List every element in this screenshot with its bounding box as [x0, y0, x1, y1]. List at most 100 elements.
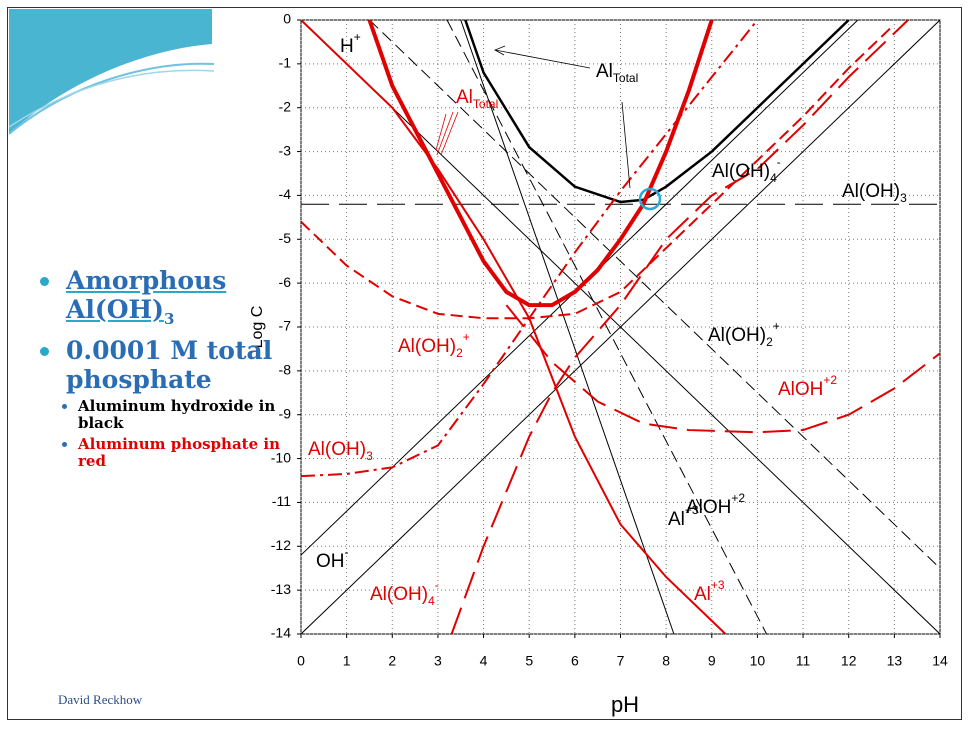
y-tick-label: -2: [279, 98, 292, 114]
annotation-sup: +2: [731, 491, 745, 505]
annotation: Al(OH)4-: [712, 155, 781, 185]
curve: [301, 23, 896, 320]
x-tick-label: 6: [571, 653, 579, 669]
annotation: Al(OH)3: [308, 439, 373, 463]
x-tick-label: 1: [343, 653, 351, 669]
annotation-sub: 3: [900, 191, 907, 205]
annotation: AlTotal: [596, 61, 638, 85]
bullet-list: Amorphous Al(OH)3 0.0001 M total phospha…: [30, 266, 290, 470]
y-tick-label: -9: [279, 405, 292, 421]
y-tick-label: -1: [279, 55, 292, 71]
annotation-sub: 2: [456, 346, 463, 360]
annotation: Al+3: [694, 578, 725, 605]
y-tick-label: 0: [283, 11, 291, 27]
y-tick-label: -8: [279, 362, 292, 378]
annotation-sub: 3: [366, 449, 373, 463]
annotation-sup: +3: [685, 503, 699, 517]
y-tick-label: -11: [272, 493, 291, 509]
x-tick-label: 8: [662, 653, 670, 669]
pointers: [435, 111, 459, 156]
y-axis-label: Log C: [249, 306, 266, 349]
annotation-sup: +3: [711, 578, 725, 592]
annotation: H+: [340, 30, 361, 57]
curve: [450, 20, 909, 634]
sub-bullet: Aluminum phosphate in red: [30, 436, 290, 470]
x-tick-label: 11: [796, 653, 811, 669]
y-tick-label: -10: [271, 449, 291, 465]
annotation-text: Al: [694, 584, 711, 605]
bullet-sub: 3: [163, 310, 175, 328]
x-tick-label: 0: [297, 653, 305, 669]
curve: [367, 20, 714, 308]
annotation-text: H: [340, 36, 354, 57]
x-tick-label: 2: [388, 653, 396, 669]
annotation-text: AlOH: [686, 497, 731, 518]
x-tick-label: 12: [841, 653, 857, 669]
annotation-text: Al(OH): [370, 584, 428, 605]
annotation-sub: Total: [613, 71, 638, 85]
x-tick-label: 3: [434, 653, 442, 669]
annotation-sub: 4: [428, 594, 435, 608]
annotation-text: Al(OH): [708, 325, 766, 346]
curve: [301, 20, 940, 634]
curve: [301, 20, 759, 478]
annotation-sup: +: [354, 30, 361, 44]
bullet: Amorphous Al(OH)3: [30, 266, 290, 334]
x-tick-label: 4: [480, 653, 488, 669]
x-tick-label: 7: [617, 653, 625, 669]
y-tick-label: -5: [279, 230, 292, 246]
curve: [446, 20, 768, 634]
annotation: Al(OH)2+: [398, 330, 470, 360]
annotation-sub: 2: [766, 335, 773, 349]
y-tick-label: -12: [271, 537, 291, 553]
bullet-text: 0.0001 M total phosphate: [66, 336, 273, 394]
curve: [460, 20, 675, 634]
slide-frame: [7, 7, 962, 720]
annotation-sup: -: [777, 155, 781, 169]
y-tick-label: -4: [279, 186, 292, 202]
annotation-text: Al: [456, 87, 473, 108]
bullet: 0.0001 M total phosphate: [30, 336, 290, 394]
annotation-text: AlOH: [778, 379, 823, 400]
x-axis-label: pH: [611, 692, 639, 717]
x-tick-label: 9: [708, 653, 716, 669]
annotation-text: Al(OH): [842, 181, 900, 202]
pointers: [494, 45, 631, 189]
annotation-sub: 4: [770, 171, 777, 185]
y-tick-label: -14: [271, 625, 291, 641]
annotation-sup: +: [463, 330, 470, 344]
y-tick-label: -13: [271, 581, 291, 597]
sub-bullet: Aluminum hydroxide in black: [30, 398, 290, 432]
annotation-sub: Total: [473, 97, 498, 111]
curve: [505, 304, 940, 434]
curve: [369, 20, 940, 569]
decoration: [9, 9, 215, 135]
y-tick-label: -7: [279, 318, 292, 334]
x-tick-label: 13: [887, 653, 903, 669]
x-tick-label: 10: [750, 653, 766, 669]
x-tick-label: 14: [932, 653, 948, 669]
annotation: Al+3: [668, 503, 699, 530]
annotation-sup: -: [345, 545, 349, 559]
annotation-text: Al(OH): [398, 336, 456, 357]
annotation-text: Al: [596, 61, 613, 82]
annotation-text: OH: [316, 551, 345, 572]
annotation: AlOH+2: [686, 491, 745, 518]
annotation: OH-: [316, 545, 349, 572]
annotation-text: Al(OH): [712, 161, 770, 182]
y-tick-label: -6: [279, 274, 292, 290]
annotation: Al(OH)2+: [708, 319, 780, 349]
x-tick-label: 5: [525, 653, 533, 669]
footer: David Reckhow: [58, 692, 143, 707]
annotation-text: Al(OH): [308, 439, 366, 460]
annotation: Al(OH)4-: [370, 578, 439, 608]
annotation-sup: -: [435, 578, 439, 592]
annotation: AlOH+2: [778, 373, 837, 400]
y-tick-label: -3: [279, 142, 292, 158]
annotation: AlTotal: [456, 87, 498, 111]
annotation-sup: +2: [823, 373, 837, 387]
annotation-sup: +: [773, 319, 780, 333]
highlight-circle: [638, 187, 662, 211]
bullet-text: Amorphous Al(OH): [66, 266, 227, 324]
